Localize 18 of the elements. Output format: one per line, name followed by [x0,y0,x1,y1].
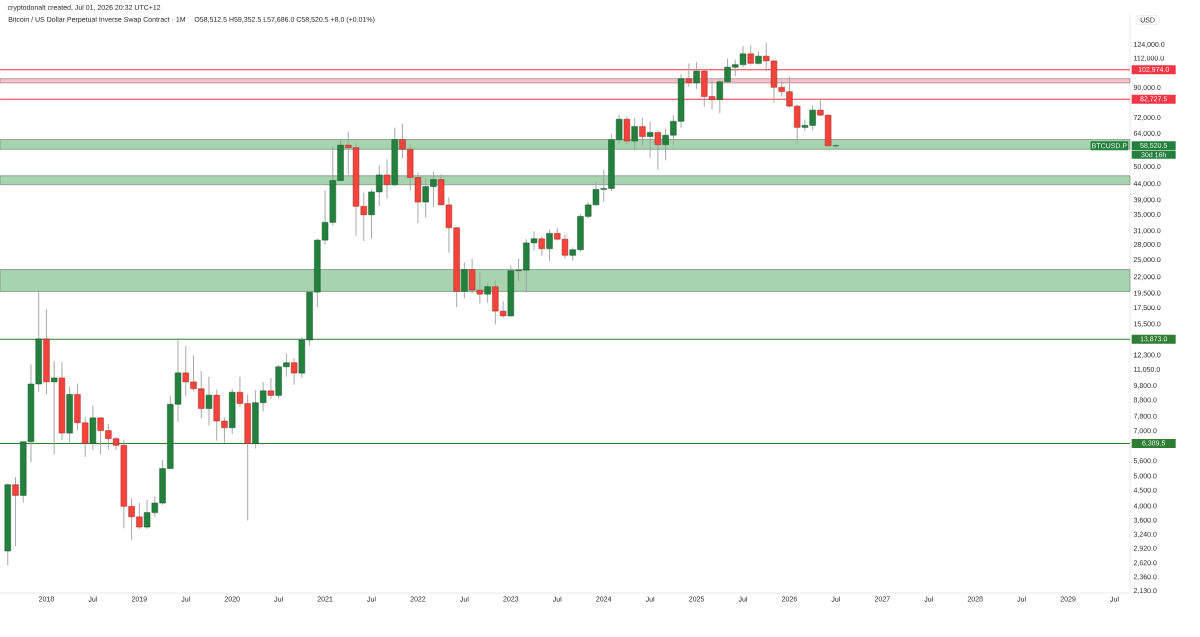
candlestick [654,129,662,171]
candlestick [538,236,545,257]
candlestick [623,115,631,145]
candlestick [290,357,298,386]
candlestick [383,158,391,199]
candlestick [631,117,638,151]
candlestick [12,476,19,547]
candlestick [693,61,700,90]
candlestick [685,62,693,88]
candlestick [205,376,213,426]
candlestick [546,228,553,262]
candlestick [646,121,654,159]
candlestick [484,282,491,304]
candlestick [832,143,840,149]
candlestick [639,117,646,147]
candlestick [267,377,275,400]
candlestick [747,44,754,66]
candlestick [461,261,468,299]
